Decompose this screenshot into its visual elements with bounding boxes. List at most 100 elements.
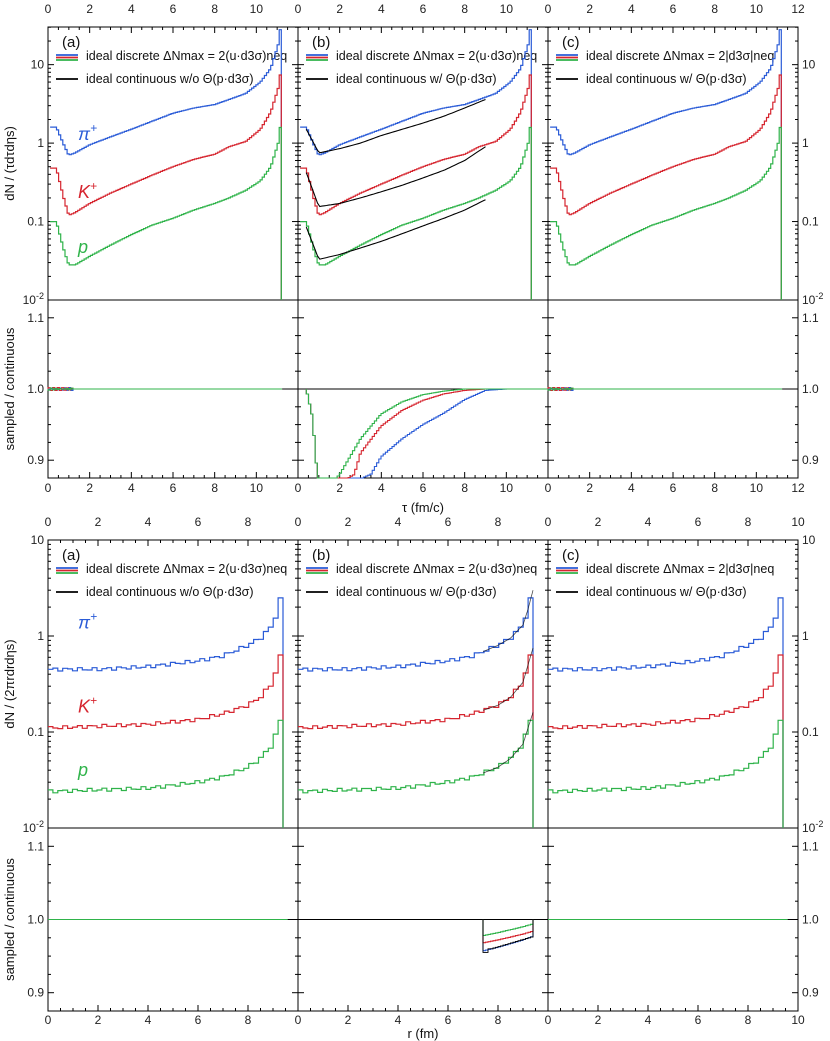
x-tick-label-bottom: 8 — [495, 1013, 502, 1027]
spectrum-pi-1 — [298, 597, 534, 828]
spectra-y-axis-label: dN / (2πrdrdηs) — [2, 639, 17, 728]
panel-label: (a) — [62, 34, 80, 51]
ratio-y-tick-label: 0.9 — [27, 453, 44, 467]
legend-discrete-text: ideal discrete ΔNmax = 2(u·d3σ)neq — [86, 49, 287, 63]
x-tick-label-bottom: 2 — [595, 1013, 602, 1027]
x-tick-label-top: 6 — [695, 515, 702, 529]
y-tick-label: 10-2 — [23, 819, 44, 835]
x-tick-label-top: 8 — [745, 515, 752, 529]
ratio-pi-b — [305, 388, 548, 479]
y-tick-label: 1 — [37, 629, 44, 643]
panel-label: (c) — [562, 34, 580, 51]
x-tick-label-bottom: 4 — [628, 481, 635, 495]
x-tick-label-bottom: 4 — [378, 481, 385, 495]
y-tick-label: 1 — [37, 136, 44, 150]
legend-discrete-text: ideal discrete ΔNmax = 2|d3σ|neq — [586, 562, 774, 576]
panel-bottom-1: 0 0 2 2 4 4 6 6 8 8 (b) ideal discrete ΔNmax = 2(u·… — [295, 515, 549, 1027]
x-tick-label-bottom: 0 — [545, 481, 552, 495]
x-tick-label-bottom: 10 — [500, 481, 514, 495]
species-label-p: p — [77, 760, 88, 780]
x-tick-label-top: 6 — [445, 515, 452, 529]
y-tick-label: 10 — [31, 533, 45, 547]
ratio-y-tick-label: 1.1 — [802, 311, 819, 325]
x-tick-label-bottom: 2 — [336, 481, 343, 495]
x-tick-label-bottom: 8 — [745, 1013, 752, 1027]
ratio-K-b — [305, 388, 548, 479]
ratio-p-0 — [47, 387, 283, 391]
x-tick-label-top: 10 — [250, 2, 264, 16]
ratio-K-b — [482, 919, 534, 944]
y-tick-label: 10-2 — [802, 819, 823, 835]
x-tick-label-top: 2 — [336, 2, 343, 16]
continuous-curve-p — [305, 199, 486, 260]
ratio-y-tick-label: 0.9 — [27, 986, 44, 1000]
spectra-y-axis-label: dN / (τdτdηs) — [2, 126, 17, 201]
legend-continuous-text: ideal continuous w/ Θ(p·d3σ) — [336, 585, 497, 599]
x-tick-label-top: 0 — [45, 515, 52, 529]
x-tick-label-top: 6 — [670, 2, 677, 16]
legend-discrete-text: ideal discrete ΔNmax = 2|d3σ|neq — [586, 49, 774, 63]
x-tick-label-bottom: 4 — [145, 1013, 152, 1027]
spectrum-p-0 — [50, 126, 282, 300]
x-tick-label-top: 2 — [86, 2, 93, 16]
panel-label: (b) — [312, 547, 330, 564]
y-tick-label: 0.1 — [27, 725, 44, 739]
x-tick-label-bottom: 0 — [45, 481, 52, 495]
x-tick-label-top: 4 — [145, 515, 152, 529]
x-tick-label-top: 10 — [791, 515, 805, 529]
legend-discrete-text: ideal discrete ΔNmax = 2(u·d3σ)neq — [336, 562, 537, 576]
ratio-y-tick-label: 1.1 — [802, 839, 819, 853]
x-tick-label-bottom: 0 — [295, 1013, 302, 1027]
x-tick-label-top: 8 — [461, 2, 468, 16]
ratio-p-b — [482, 919, 534, 936]
ratio-pi-b — [482, 919, 534, 952]
species-label-pi: π+ — [78, 121, 97, 144]
x-tick-label-top: 4 — [378, 2, 385, 16]
legend-continuous-text: ideal continuous w/ Θ(p·d3σ) — [336, 72, 497, 86]
x-tick-label-top: 4 — [645, 515, 652, 529]
x-tick-label-bottom: 6 — [670, 481, 677, 495]
spectrum-p-2 — [548, 719, 784, 828]
spectrum-pi-2 — [548, 597, 784, 828]
continuous-curve-pi — [305, 98, 486, 154]
x-tick-label-top: 8 — [495, 515, 502, 529]
y-tick-label: 10 — [802, 58, 816, 72]
x-tick-label-top: 8 — [245, 515, 252, 529]
x-tick-label-top: 8 — [711, 2, 718, 16]
x-tick-label-bottom: 8 — [711, 481, 718, 495]
x-tick-label-top: 12 — [791, 2, 805, 16]
species-label-K: K+ — [78, 693, 97, 716]
y-tick-label: 0.1 — [802, 725, 819, 739]
spectrum-K-1 — [298, 654, 534, 828]
spectrum-p-1 — [300, 126, 532, 300]
spectrum-p-2 — [550, 126, 782, 300]
ratio-y-tick-label: 1.0 — [802, 382, 819, 396]
species-label-K: K+ — [78, 179, 97, 202]
x-tick-label-top: 0 — [545, 515, 552, 529]
x-tick-label-bottom: 10 — [750, 481, 764, 495]
ratio-y-tick-label: 1.1 — [27, 311, 44, 325]
x-tick-label-top: 4 — [395, 515, 402, 529]
x-axis-label: τ (fm/c) — [402, 500, 444, 515]
x-tick-label-bottom: 6 — [445, 1013, 452, 1027]
legend-continuous-text: ideal continuous w/o Θ(p·d3σ) — [86, 72, 254, 86]
continuous-curve-K — [482, 647, 534, 711]
ratio-y-tick-label: 1.1 — [27, 839, 44, 853]
ratio-y-tick-label: 0.9 — [802, 986, 819, 1000]
x-tick-label-bottom: 2 — [586, 481, 593, 495]
x-tick-label-top: 2 — [586, 2, 593, 16]
x-tick-label-top: 4 — [628, 2, 635, 16]
x-tick-label-bottom: 2 — [95, 1013, 102, 1027]
x-tick-label-top: 10 — [500, 2, 514, 16]
x-tick-label-top: 2 — [345, 515, 352, 529]
x-tick-label-bottom: 4 — [128, 481, 135, 495]
panel-top-1: 0 0 2 2 4 4 6 6 8 8 10 10 (b) ideal discrete ΔNmax = … — [295, 2, 549, 495]
y-tick-label: 10 — [31, 58, 45, 72]
x-tick-label-top: 8 — [211, 2, 218, 16]
spectrum-pi-0 — [48, 597, 284, 828]
x-tick-label-bottom: 6 — [195, 1013, 202, 1027]
panel-label: (c) — [562, 547, 580, 564]
x-tick-label-top: 0 — [295, 2, 302, 16]
